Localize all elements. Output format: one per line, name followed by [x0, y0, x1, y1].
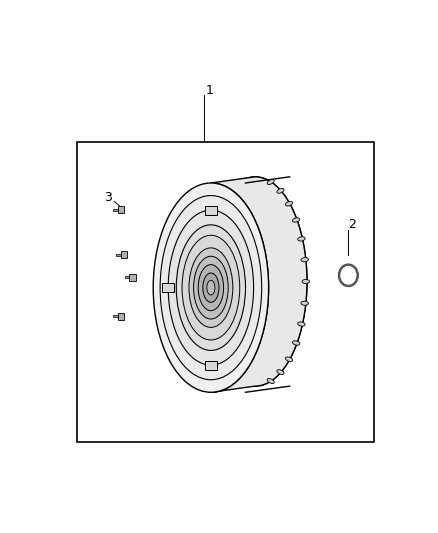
- Bar: [124, 277, 130, 278]
- Ellipse shape: [203, 273, 219, 302]
- Bar: [77, 142, 374, 441]
- Ellipse shape: [207, 280, 215, 295]
- Bar: [130, 274, 135, 281]
- Ellipse shape: [194, 256, 228, 319]
- Ellipse shape: [189, 248, 233, 327]
- Ellipse shape: [286, 201, 293, 206]
- Ellipse shape: [267, 180, 274, 184]
- Ellipse shape: [301, 301, 308, 305]
- Bar: [117, 206, 124, 213]
- Ellipse shape: [153, 183, 268, 392]
- Ellipse shape: [176, 225, 246, 350]
- Ellipse shape: [293, 341, 300, 345]
- Ellipse shape: [302, 279, 310, 284]
- Ellipse shape: [203, 177, 307, 386]
- Bar: [113, 209, 117, 211]
- FancyBboxPatch shape: [162, 283, 174, 292]
- Ellipse shape: [293, 218, 300, 222]
- Text: 2: 2: [348, 219, 356, 231]
- Ellipse shape: [168, 210, 254, 365]
- Ellipse shape: [198, 264, 223, 311]
- Bar: [117, 313, 124, 320]
- Ellipse shape: [160, 196, 261, 379]
- Ellipse shape: [277, 370, 284, 375]
- Ellipse shape: [277, 189, 284, 193]
- Ellipse shape: [267, 378, 274, 384]
- Ellipse shape: [286, 357, 293, 361]
- Text: 3: 3: [104, 191, 112, 204]
- Ellipse shape: [182, 235, 240, 340]
- FancyBboxPatch shape: [205, 206, 217, 215]
- Ellipse shape: [298, 237, 305, 241]
- Ellipse shape: [301, 257, 308, 262]
- Ellipse shape: [298, 322, 305, 326]
- Bar: [121, 252, 127, 258]
- Text: 1: 1: [205, 84, 213, 97]
- Bar: [116, 254, 121, 256]
- FancyBboxPatch shape: [205, 360, 217, 369]
- Bar: [113, 316, 117, 317]
- Polygon shape: [211, 177, 307, 392]
